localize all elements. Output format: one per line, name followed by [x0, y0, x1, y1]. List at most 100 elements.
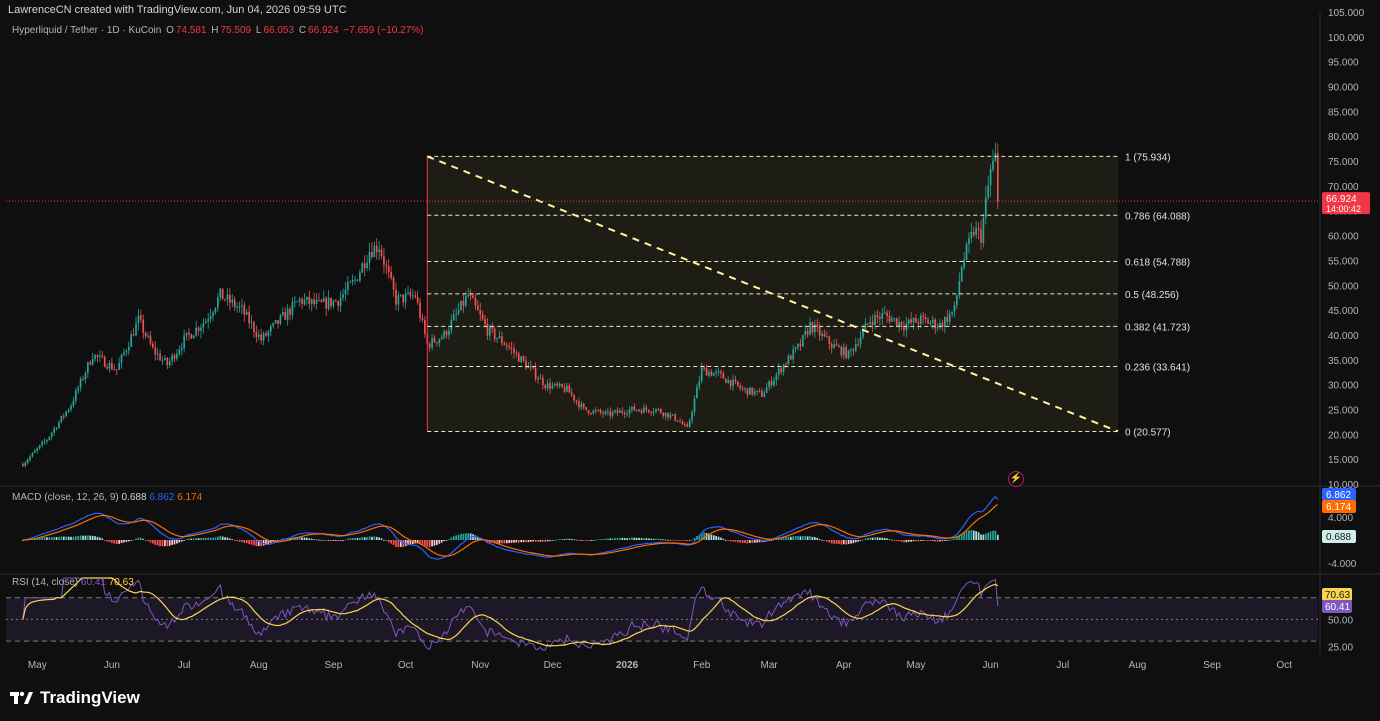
macd-histogram-bar — [534, 540, 537, 542]
macd-histogram-bar — [838, 540, 840, 544]
candle-body — [953, 304, 956, 312]
macd-histogram-bar — [462, 533, 465, 540]
candle-body — [53, 428, 55, 433]
candle-body — [89, 362, 92, 365]
candle-body — [996, 153, 999, 202]
macd-histogram-bar — [821, 539, 823, 541]
signal-value-badge-text: 6.174 — [1326, 502, 1351, 513]
rsi-pane — [6, 577, 1318, 651]
macd-histogram-bar — [898, 540, 900, 542]
candle-body — [631, 406, 633, 410]
candle-body — [330, 297, 332, 306]
macd-histogram-bar — [132, 539, 135, 541]
candle-body — [724, 378, 727, 383]
macd-tick-label: 4.000 — [1328, 513, 1353, 524]
macd-histogram-bar — [421, 540, 424, 545]
candle-body — [176, 353, 178, 359]
symbol-name[interactable]: Hyperliquid / Tether · 1D · KuCoin — [12, 25, 162, 36]
candle-body — [946, 317, 949, 322]
candle-body — [325, 298, 328, 309]
macd-histogram-bar — [944, 540, 946, 541]
candle-body — [318, 299, 320, 301]
macd-histogram-bar — [200, 538, 202, 540]
symbol-legend[interactable]: Hyperliquid / Tether · 1D · KuCoin O 74.5… — [12, 25, 425, 36]
candle-body — [260, 334, 263, 341]
candle-body — [756, 390, 758, 392]
candle-body — [24, 462, 27, 467]
candle-body — [710, 371, 713, 376]
candle-body — [217, 297, 219, 308]
rsi-legend-name[interactable]: RSI (14, close) — [12, 577, 79, 588]
candle-body — [346, 282, 349, 291]
candle-body — [82, 378, 84, 380]
candle-body — [833, 344, 835, 348]
fib-level-label: 0.5 (48.256) — [1125, 290, 1179, 301]
macd-histogram-bar — [318, 539, 320, 541]
macd-histogram-bar — [60, 536, 63, 540]
open-label: O — [166, 25, 174, 36]
rsi-value: 60.41 — [80, 577, 106, 588]
macd-histogram-bar — [38, 537, 41, 540]
candle-body — [989, 169, 992, 186]
macd-histogram-bar — [248, 540, 250, 545]
time-axis-label: Jun — [104, 660, 120, 671]
candle-body — [272, 323, 275, 327]
macd-legend[interactable]: MACD (close, 12, 26, 9) 0.688 6.862 6.17… — [12, 492, 202, 503]
candle-body — [628, 409, 631, 414]
macd-histogram-bar — [438, 540, 441, 544]
macd-pane — [22, 495, 999, 560]
time-axis-label: Apr — [836, 660, 852, 671]
lightning-icon[interactable]: ⚡ — [1008, 471, 1024, 487]
candle-body — [505, 344, 508, 347]
candle-body — [804, 330, 807, 336]
fib-retracement[interactable]: 1 (75.934) 0.786 (64.088) 0.618 (54.788) 0.… — [426, 152, 1190, 438]
macd-histogram-bar — [392, 540, 395, 546]
price-scale[interactable]: 105.000 100.000 95.000 90.000 85.000 80.000 75… — [6, 8, 1370, 654]
macd-histogram-bar — [980, 534, 982, 540]
candle-body — [534, 368, 537, 379]
time-axis-label: Sep — [1203, 660, 1221, 671]
candle-body — [294, 301, 296, 303]
tradingview-logo[interactable]: TradingView — [10, 688, 140, 708]
candle-body — [476, 305, 479, 311]
macd-histogram-bar — [224, 537, 226, 540]
candle-body — [554, 383, 556, 386]
candle-body — [428, 344, 431, 348]
macd-histogram-bar — [296, 536, 299, 540]
rsi-legend[interactable]: RSI (14, close) 60.41 70.63 — [12, 577, 134, 588]
fib-level-label: 0.618 (54.788) — [1125, 257, 1190, 268]
candle-body — [241, 305, 243, 307]
macd-histogram-bar — [192, 538, 195, 540]
candle-body — [700, 367, 703, 382]
macd-histogram-bar — [659, 539, 662, 540]
candle-body — [209, 316, 212, 320]
macd-histogram-bar — [332, 540, 335, 541]
macd-histogram-bar — [570, 538, 573, 540]
macd-histogram-bar — [782, 537, 785, 540]
macd-histogram-bar — [337, 540, 340, 542]
time-axis[interactable]: May Jun Jul Aug Sep Oct Nov Dec 2026 Feb Mar Apr May… — [28, 660, 1292, 671]
fib-level-label: 1 (75.934) — [1125, 152, 1171, 163]
macd-histogram-bar — [857, 540, 860, 542]
macd-histogram-bar — [156, 540, 159, 546]
candle-body — [960, 267, 963, 282]
time-axis-label: May — [28, 660, 47, 671]
candle-body — [339, 297, 342, 307]
trendline[interactable] — [426, 155, 1119, 433]
price-tick-label: 100.000 — [1328, 33, 1365, 44]
macd-histogram-bar — [758, 540, 761, 543]
macd-histogram-bar — [647, 538, 650, 540]
candle-body — [74, 390, 77, 401]
candle-body — [419, 302, 421, 319]
macd-histogram-bar — [982, 534, 985, 540]
last-price-badge — [1322, 192, 1370, 215]
candle-body — [154, 347, 157, 355]
macd-histogram-bar — [322, 539, 325, 541]
candle-body — [486, 324, 489, 336]
candle-body — [842, 347, 845, 356]
macd-histogram-bar — [684, 540, 686, 541]
macd-legend-name[interactable]: MACD (close, 12, 26, 9) — [12, 492, 119, 503]
candle-body — [963, 259, 965, 268]
candle-body — [787, 355, 790, 365]
